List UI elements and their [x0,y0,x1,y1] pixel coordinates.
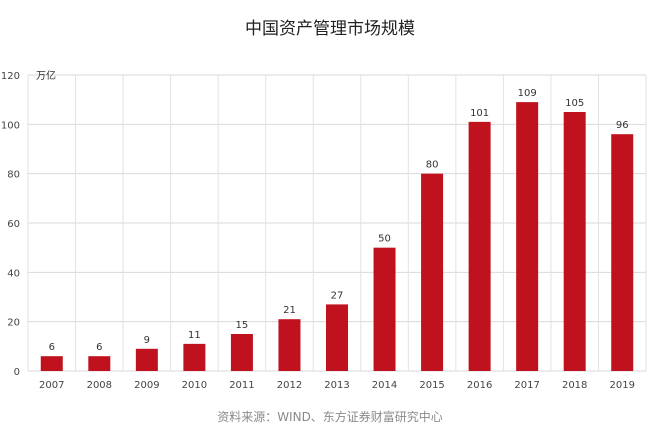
y-tick-0: 0 [14,367,20,378]
bar-2018 [563,112,586,371]
bar-2014 [373,247,396,371]
data-label-2016: 101 [470,108,489,119]
data-label-2012: 21 [283,305,296,316]
y-tick-60: 60 [7,219,20,230]
x-tick-2014: 2014 [372,380,397,391]
bar-2008 [88,356,111,371]
data-label-2015: 80 [426,160,439,171]
data-label-2008: 6 [96,342,102,353]
x-axis-ticks: 2007 2008 2009 2010 2011 2012 2013 2014 2015 2016… [39,380,635,391]
y-tick-100: 100 [1,120,20,131]
y-tick-120: 120 [1,71,20,82]
data-label-2007: 6 [49,342,55,353]
bar-2007 [40,356,63,371]
source-note: 资料来源：WIND、东方证券财富研究中心 [217,410,443,424]
data-label-2019: 96 [616,120,629,131]
bar-2019 [611,134,634,371]
x-tick-2011: 2011 [229,380,254,391]
bar-2012 [278,319,301,371]
x-tick-2009: 2009 [134,380,159,391]
data-label-2011: 15 [236,320,249,331]
x-tick-2017: 2017 [514,380,539,391]
bar-2011 [230,334,253,371]
bar-2013 [326,304,348,371]
data-label-2013: 27 [331,290,344,301]
data-labels: 6 6 9 11 15 21 27 50 80 101 109 105 96 [49,88,629,353]
bar-2009 [135,348,158,371]
data-label-2009: 9 [144,335,150,346]
data-label-2018: 105 [565,98,584,109]
bar-2015 [421,173,444,371]
chart-title: 中国资产管理市场规模 [245,19,415,39]
x-tick-2012: 2012 [277,380,302,391]
x-tick-2016: 2016 [467,380,492,391]
bar-2016 [468,121,491,371]
x-tick-2019: 2019 [610,380,635,391]
bars [40,102,634,371]
y-tick-20: 20 [7,318,20,329]
x-tick-2008: 2008 [87,380,112,391]
y-axis-ticks: 0 20 40 60 80 100 120 [1,71,20,378]
x-tick-2015: 2015 [419,380,444,391]
x-tick-2010: 2010 [182,380,207,391]
data-label-2014: 50 [378,234,391,245]
x-tick-2013: 2013 [324,380,349,391]
bar-2010 [183,343,206,371]
y-tick-80: 80 [7,170,20,181]
gridlines [27,74,647,372]
y-axis-unit: 万亿 [36,69,56,82]
data-label-2010: 11 [188,330,201,341]
x-tick-2018: 2018 [562,380,587,391]
x-tick-2007: 2007 [39,380,64,391]
data-label-2017: 109 [518,88,537,99]
y-tick-40: 40 [7,268,20,279]
bar-2017 [516,102,539,371]
